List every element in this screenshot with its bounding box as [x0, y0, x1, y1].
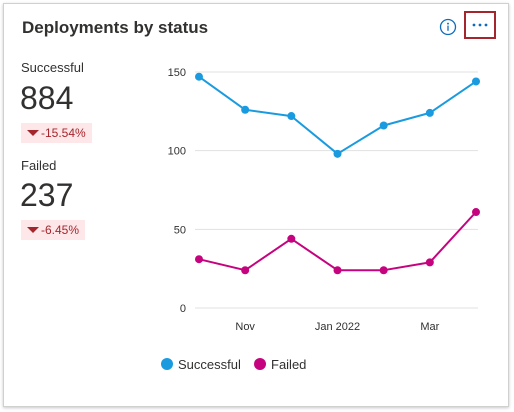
kpi-failed-label: Failed [21, 158, 57, 173]
data-point-failed [195, 255, 203, 264]
trend-down-icon [27, 130, 39, 136]
legend-label-successful: Successful [178, 357, 241, 372]
legend-marker-successful [161, 358, 173, 370]
series-line-failed [198, 211, 477, 272]
kpi-failed-change-badge: -6.45% [21, 220, 86, 240]
data-point-successful [379, 121, 388, 130]
card-title: Deployments by status [22, 18, 209, 37]
x-tick-label: Mar [420, 321, 439, 333]
kpi-successful-change-badge: -15.54% [21, 123, 92, 143]
more-options-button[interactable] [464, 11, 496, 39]
data-point-failed [287, 234, 296, 243]
kpi-successful-value: 884 [20, 80, 74, 116]
data-point-successful [333, 149, 342, 158]
deployments-card: Deployments by status Successful 884 -15… [3, 3, 509, 407]
info-icon[interactable] [439, 18, 457, 36]
data-point-failed [333, 266, 342, 275]
x-tick-label: Jan 2022 [315, 321, 360, 333]
legend-marker-failed [254, 358, 266, 370]
y-tick-label-0: 0 [180, 303, 186, 315]
kpi-successful-change: -15.54% [41, 126, 86, 140]
data-point-failed [379, 266, 388, 275]
data-point-failed [241, 266, 250, 275]
trend-down-icon [27, 227, 39, 233]
data-point-successful [287, 112, 296, 121]
data-point-successful [425, 108, 434, 117]
series-line-successful [198, 75, 477, 155]
kpi-failed-value: 237 [20, 177, 74, 213]
data-point-successful [472, 77, 480, 86]
y-tick-label-100: 100 [168, 146, 186, 158]
kpi-failed-change: -6.45% [41, 223, 80, 237]
data-point-successful [195, 72, 203, 81]
legend-label-failed: Failed [271, 357, 306, 372]
x-tick-label: Nov [235, 321, 255, 333]
y-tick-label-50: 50 [174, 224, 186, 236]
data-point-failed [425, 258, 434, 267]
data-point-successful [241, 105, 250, 114]
kpi-successful-label: Successful [21, 60, 84, 75]
more-icon [472, 23, 488, 27]
data-point-failed [472, 208, 480, 217]
y-tick-label-150: 150 [168, 67, 186, 79]
